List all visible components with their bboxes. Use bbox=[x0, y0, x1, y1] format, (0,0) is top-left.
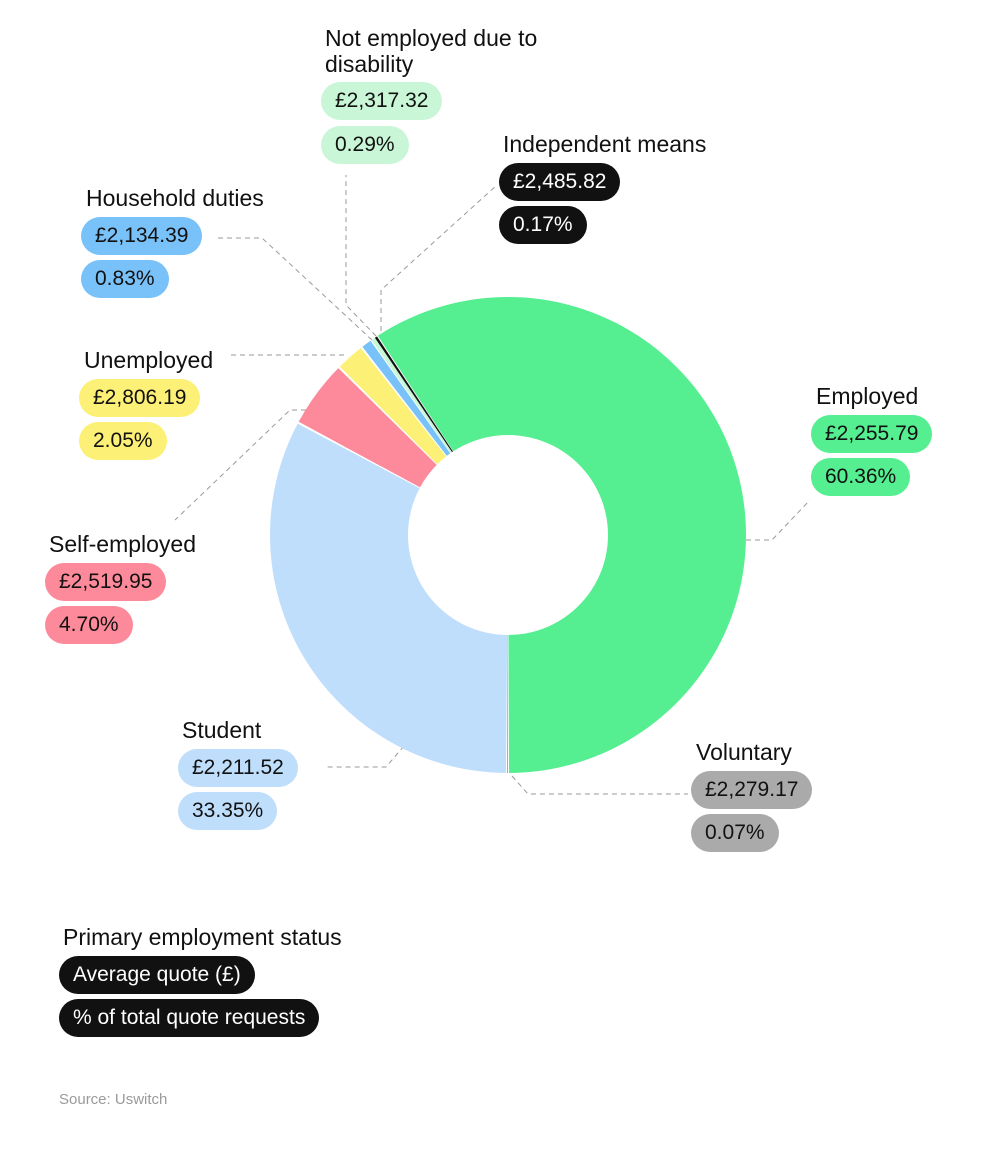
share-pill-independent-means: 0.17% bbox=[499, 206, 587, 244]
source-note: Source: Uswitch bbox=[59, 1091, 168, 1108]
share-pill-disability: 0.29% bbox=[321, 126, 409, 164]
share-pill-unemployed: 2.05% bbox=[79, 422, 167, 460]
share-pill-voluntary: 0.07% bbox=[691, 814, 779, 852]
leader-line-voluntary bbox=[511, 775, 688, 795]
share-pill-household-duties: 0.83% bbox=[81, 260, 169, 298]
legend-quote-pill: Average quote (£) bbox=[59, 956, 255, 994]
share-pill-employed: 60.36% bbox=[811, 458, 911, 496]
slice-label-employed: Employed bbox=[816, 383, 919, 409]
quote-pill-employed: £2,255.79 bbox=[811, 415, 933, 453]
quote-pill-self-employed: £2,519.95 bbox=[45, 563, 167, 601]
legend-title: Primary employment status bbox=[63, 924, 342, 950]
leader-line-household-duties bbox=[218, 237, 373, 341]
slice-employed bbox=[377, 297, 746, 773]
quote-pill-student: £2,211.52 bbox=[178, 749, 298, 787]
slice-independent-means bbox=[374, 336, 453, 453]
share-pill-student: 33.35% bbox=[178, 792, 278, 830]
leader-line-not-employed-due-to-disability bbox=[345, 175, 377, 337]
quote-pill-household-duties: £2,134.39 bbox=[81, 217, 203, 255]
leader-line-independent-means bbox=[380, 184, 498, 331]
slice-household-duties bbox=[362, 340, 451, 456]
slice-label-self-employed: Self-employed bbox=[49, 531, 197, 557]
donut-slices bbox=[270, 297, 746, 774]
leader-line-employed bbox=[746, 499, 811, 541]
slice-label-independent-means: Independent means bbox=[503, 131, 707, 157]
slice-label-student: Student bbox=[182, 717, 262, 743]
quote-pill-independent-means: £2,485.82 bbox=[499, 163, 621, 201]
slice-voluntary bbox=[506, 634, 508, 774]
leader-lines bbox=[174, 175, 811, 795]
slice-not-employed-due-to-disability bbox=[371, 337, 453, 454]
slice-self-employed bbox=[298, 368, 437, 488]
slice-label-disability: Not employed due to disability bbox=[325, 25, 538, 77]
quote-pill-unemployed: £2,806.19 bbox=[79, 379, 201, 417]
slice-label-voluntary: Voluntary bbox=[696, 739, 792, 765]
quote-pill-disability: £2,317.32 bbox=[321, 82, 443, 120]
leader-line-student bbox=[326, 745, 405, 768]
slice-student bbox=[270, 423, 508, 773]
share-pill-self-employed: 4.70% bbox=[45, 606, 133, 644]
slice-label-unemployed: Unemployed bbox=[84, 347, 214, 373]
slice-label-household-duties: Household duties bbox=[86, 185, 264, 211]
legend-share-pill: % of total quote requests bbox=[59, 999, 320, 1037]
quote-pill-voluntary: £2,279.17 bbox=[691, 771, 813, 809]
slice-unemployed bbox=[339, 348, 447, 465]
